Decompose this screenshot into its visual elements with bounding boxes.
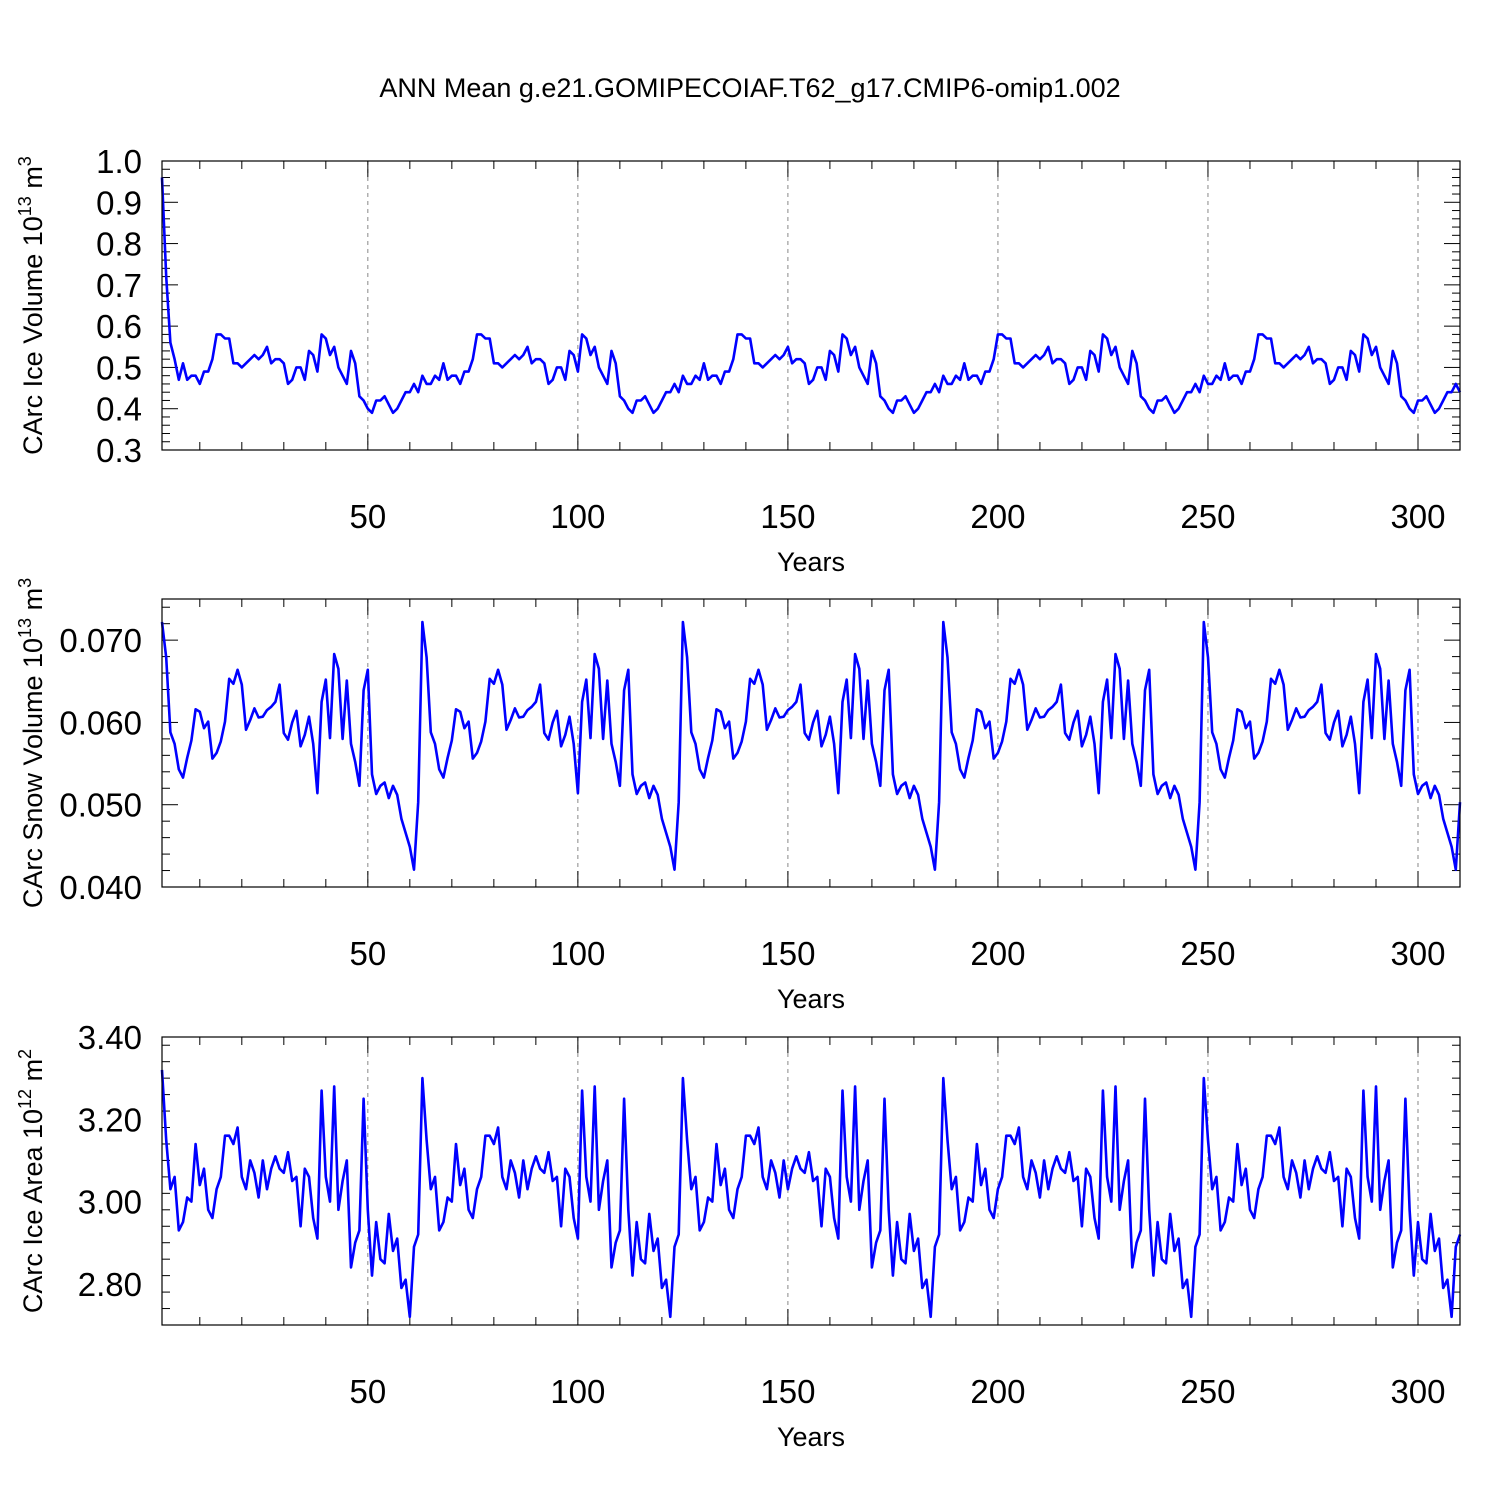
ice-area-ytick-label: 3.40 bbox=[78, 1019, 142, 1056]
ice-volume-xtick-label: 100 bbox=[550, 498, 605, 535]
ice-area-xtick-label: 200 bbox=[970, 1373, 1025, 1410]
ice-area-xtick-label: 250 bbox=[1180, 1373, 1235, 1410]
ice-area-ytick-label: 3.00 bbox=[78, 1184, 142, 1221]
ice-area-ytick-label: 3.20 bbox=[78, 1101, 142, 1138]
snow-volume-xtick-label: 150 bbox=[760, 935, 815, 972]
snow-volume-ytick-label: 0.050 bbox=[59, 787, 142, 824]
snow-volume-plot-frame bbox=[161, 598, 1461, 888]
ice-area-xtick-label: 50 bbox=[349, 1373, 386, 1410]
snow-volume-ytick-label: 0.040 bbox=[59, 869, 142, 906]
ice-volume-ytick-label: 0.5 bbox=[96, 349, 142, 386]
ice-volume-ytick-label: 0.8 bbox=[96, 226, 142, 263]
ice-area-xtick-label: 150 bbox=[760, 1373, 815, 1410]
ice-volume-ytick-label: 0.6 bbox=[96, 308, 142, 345]
ice-area-plot-frame bbox=[161, 1036, 1461, 1326]
panel-ice-volume: 0.3 0.4 0.5 0.6 0.7 0.8 0.9 1.0 50 100 150 200 250 30… bbox=[15, 143, 1462, 577]
ice-area-xtick-label: 300 bbox=[1390, 1373, 1445, 1410]
ice-volume-xtick-label: 300 bbox=[1390, 498, 1445, 535]
ice-area-ylabel: CArc Ice Area 1012 m2 bbox=[15, 1049, 48, 1313]
ice-volume-xtick-label: 200 bbox=[970, 498, 1025, 535]
ice-volume-xlabel: Years bbox=[777, 547, 845, 577]
ice-area-series-line bbox=[160, 1069, 1462, 1319]
snow-volume-ytick-label: 0.070 bbox=[59, 622, 142, 659]
ice-area-ytick-label: 2.80 bbox=[78, 1266, 142, 1303]
ice-volume-xtick-label: 250 bbox=[1180, 498, 1235, 535]
snow-volume-series-line bbox=[160, 620, 1462, 872]
ice-volume-series-line bbox=[160, 177, 1462, 415]
ice-volume-ytick-label: 0.3 bbox=[96, 432, 142, 469]
ice-volume-ytick-label: 0.7 bbox=[96, 267, 142, 304]
ice-area-xtick-label: 100 bbox=[550, 1373, 605, 1410]
ice-volume-ytick-label: 1.0 bbox=[96, 143, 142, 180]
ice-volume-xtick-label: 150 bbox=[760, 498, 815, 535]
ice-volume-ylabel: CArc Ice Volume 1013 m3 bbox=[15, 156, 48, 455]
snow-volume-xtick-label: 100 bbox=[550, 935, 605, 972]
figure-title: ANN Mean g.e21.GOMIPECOIAF.T62_g17.CMIP6… bbox=[379, 73, 1120, 103]
snow-volume-xlabel: Years bbox=[777, 984, 845, 1014]
panel-ice-area: 2.80 3.00 3.20 3.40 50 100 150 200 250 300 Years CA… bbox=[15, 1019, 1462, 1452]
panel-snow-volume: 0.040 0.050 0.060 0.070 50 100 150 200 250 300 Yea… bbox=[15, 578, 1462, 1014]
ice-volume-plot-frame bbox=[161, 160, 1461, 451]
snow-volume-xtick-label: 300 bbox=[1390, 935, 1445, 972]
snow-volume-ylabel: CArc Snow Volume 1013 m3 bbox=[15, 578, 48, 908]
snow-volume-xtick-label: 50 bbox=[349, 935, 386, 972]
ice-volume-xtick-label: 50 bbox=[349, 498, 386, 535]
ice-area-xlabel: Years bbox=[777, 1422, 845, 1452]
ice-volume-ytick-label: 0.9 bbox=[96, 184, 142, 221]
snow-volume-xtick-label: 250 bbox=[1180, 935, 1235, 972]
snow-volume-xtick-label: 200 bbox=[970, 935, 1025, 972]
snow-volume-ytick-label: 0.060 bbox=[59, 704, 142, 741]
ice-volume-ytick-label: 0.4 bbox=[96, 391, 142, 428]
